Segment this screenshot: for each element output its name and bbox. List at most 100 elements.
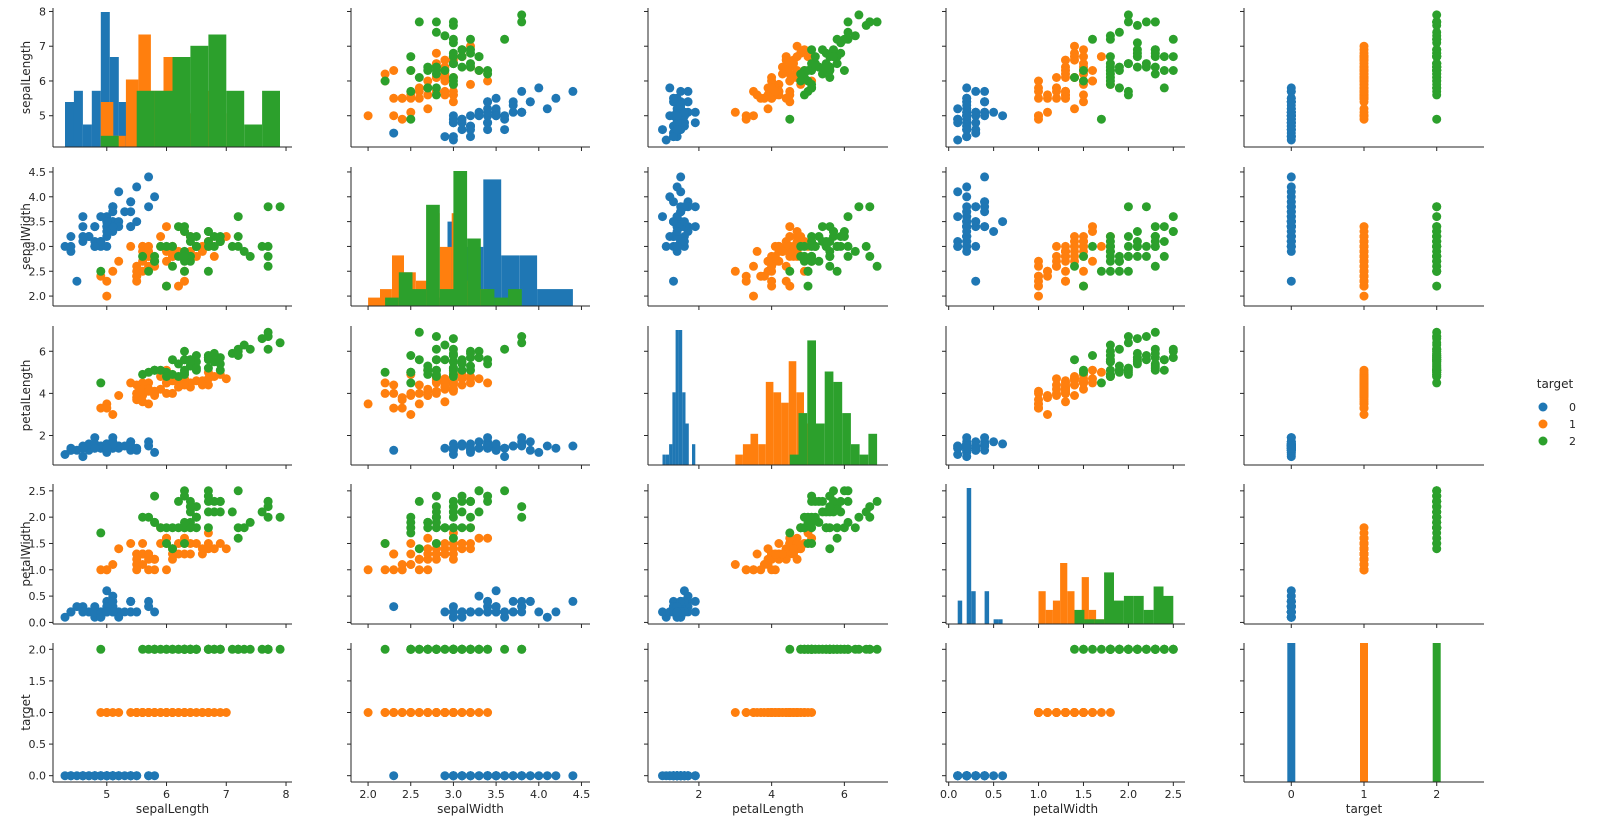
point-series-2 — [1105, 372, 1115, 381]
point-series-2 — [1132, 644, 1142, 654]
hist-bar-series-1 — [368, 297, 381, 306]
y-tick-label: 0.0 — [29, 616, 47, 629]
point-series-1 — [770, 251, 780, 261]
point-series-0 — [534, 607, 544, 617]
point-series-1 — [144, 565, 154, 575]
point-series-0 — [971, 118, 981, 128]
hist-bar-series-1 — [765, 381, 774, 465]
point-series-0 — [389, 445, 399, 455]
point-series-1 — [191, 539, 201, 548]
point-series-0 — [96, 612, 106, 622]
point-series-1 — [457, 380, 467, 390]
point-series-2 — [180, 517, 189, 527]
point-series-1 — [1052, 708, 1061, 717]
point-series-2 — [245, 517, 255, 527]
point-series-2 — [1141, 251, 1151, 261]
point-series-2 — [1432, 266, 1442, 276]
point-series-1 — [138, 539, 148, 548]
point-series-0 — [672, 607, 682, 617]
point-series-0 — [78, 607, 88, 617]
point-series-1 — [466, 372, 475, 381]
point-series-0 — [1286, 433, 1296, 443]
hist-bar-series-0 — [966, 488, 972, 624]
point-series-2 — [180, 346, 189, 356]
point-series-0 — [120, 771, 130, 781]
hist-bar-series-2 — [426, 204, 440, 307]
point-series-1 — [448, 86, 458, 96]
point-series-0 — [1286, 132, 1296, 142]
point-series-0 — [676, 100, 686, 110]
point-series-1 — [174, 382, 183, 392]
point-series-2 — [174, 222, 183, 232]
point-series-2 — [457, 52, 467, 62]
hist-bar-series-0 — [65, 102, 74, 147]
point-series-2 — [448, 59, 458, 69]
point-series-2 — [1105, 79, 1115, 89]
point-series-2 — [185, 502, 195, 512]
point-series-2 — [474, 507, 484, 517]
point-series-0 — [1286, 207, 1296, 217]
point-series-0 — [66, 232, 76, 241]
hist-bar-series-2 — [1104, 572, 1114, 624]
y-axis-label: sepalWidth — [19, 203, 33, 270]
point-series-2 — [843, 17, 853, 27]
point-series-2 — [1432, 222, 1442, 232]
point-series-0 — [669, 276, 678, 286]
point-series-0 — [457, 441, 467, 451]
point-series-2 — [1432, 90, 1442, 100]
point-series-0 — [483, 118, 493, 128]
point-series-1 — [1079, 45, 1088, 55]
point-series-2 — [803, 66, 813, 75]
hist-bar-series-2 — [136, 90, 155, 148]
point-series-2 — [203, 496, 213, 506]
point-series-1 — [1070, 708, 1079, 717]
point-series-2 — [406, 367, 416, 377]
point-series-2 — [832, 523, 842, 533]
point-series-2 — [474, 52, 484, 62]
legend-label-0: 0 — [1569, 401, 1576, 414]
point-series-0 — [953, 114, 963, 124]
hist-bar-series-2 — [1133, 595, 1144, 624]
hist-bar-series-0 — [82, 124, 92, 147]
point-series-2 — [203, 523, 213, 533]
point-series-2 — [448, 334, 458, 344]
hist-bar-series-0 — [682, 392, 686, 465]
x-tick-label: 0 — [1288, 788, 1295, 801]
point-series-1 — [792, 554, 802, 564]
panel-sepalLength-vs-petalWidth — [942, 8, 1185, 151]
point-series-0 — [389, 771, 399, 781]
panel-petalWidth-vs-petalLength — [644, 484, 888, 628]
x-tick-label: 0.0 — [940, 788, 958, 801]
point-series-2 — [1105, 251, 1115, 261]
point-series-0 — [508, 596, 518, 606]
y-tick-label: 2.5 — [29, 265, 47, 278]
point-series-2 — [865, 17, 875, 27]
point-series-1 — [1079, 266, 1088, 276]
point-series-0 — [690, 118, 700, 128]
point-series-1 — [423, 391, 433, 400]
point-series-0 — [440, 771, 450, 781]
point-series-2 — [1432, 27, 1442, 37]
point-series-2 — [440, 340, 450, 350]
point-series-1 — [1359, 560, 1369, 569]
point-series-2 — [1105, 266, 1115, 276]
point-series-2 — [1432, 17, 1442, 27]
point-series-1 — [466, 378, 475, 388]
y-tick-label: 6 — [39, 345, 46, 358]
point-series-1 — [1061, 251, 1070, 261]
point-series-2 — [440, 66, 450, 75]
x-tick-label: 7 — [223, 788, 230, 801]
point-series-2 — [1088, 351, 1097, 360]
y-tick-label: 2.0 — [29, 643, 47, 656]
point-series-0 — [150, 607, 160, 617]
point-series-2 — [836, 232, 846, 241]
x-tick-label: 1 — [1361, 788, 1368, 801]
point-series-2 — [1123, 59, 1133, 69]
panel-sepalWidth-vs-target — [1240, 167, 1484, 310]
point-series-0 — [551, 607, 561, 617]
point-series-0 — [132, 607, 142, 617]
point-series-1 — [389, 66, 399, 75]
point-series-2 — [1070, 261, 1079, 271]
x-tick-label: 4.5 — [573, 788, 591, 801]
panel-petalWidth-vs-petalWidth — [942, 484, 1185, 628]
